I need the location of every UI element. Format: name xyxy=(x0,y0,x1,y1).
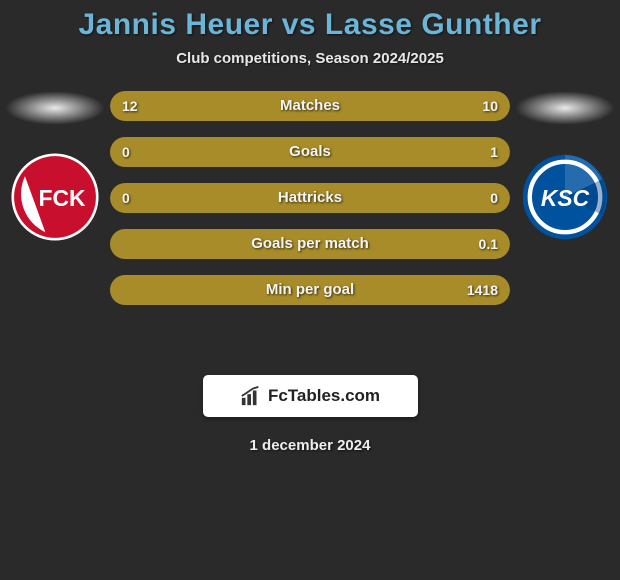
chart-icon xyxy=(240,385,262,407)
brand-text: FcTables.com xyxy=(268,386,380,406)
page-title: Jannis Heuer vs Lasse Gunther xyxy=(0,8,620,42)
comparison-chart: FCK 1. KSC 1210Matches 01Goals 00Hattricks… xyxy=(0,91,620,371)
svg-text:FCK: FCK xyxy=(39,185,86,211)
right-team-column: KSC xyxy=(510,91,620,246)
page-subtitle: Club competitions, Season 2024/2025 xyxy=(0,50,620,67)
stat-bars-container: 1210Matches 01Goals 00Hattricks 0.1Goals pe… xyxy=(110,91,510,321)
left-team-column: FCK 1. xyxy=(0,91,110,246)
stat-row: 1418Min per goal xyxy=(110,275,510,305)
stat-row: 01Goals xyxy=(110,137,510,167)
stat-label: Min per goal xyxy=(110,275,510,305)
stat-row: 1210Matches xyxy=(110,91,510,121)
glow-ellipse xyxy=(515,91,615,125)
date-label: 1 december 2024 xyxy=(0,437,620,454)
stat-row: 0.1Goals per match xyxy=(110,229,510,259)
right-team-crest-icon: KSC xyxy=(521,153,609,241)
header: Jannis Heuer vs Lasse Gunther Club compe… xyxy=(0,0,620,71)
stat-label: Goals per match xyxy=(110,229,510,259)
glow-ellipse xyxy=(5,91,105,125)
brand-badge: FcTables.com xyxy=(203,375,418,417)
left-team-crest-icon: FCK 1. xyxy=(11,153,99,241)
stat-row: 00Hattricks xyxy=(110,183,510,213)
left-crest-text: FCK xyxy=(39,185,86,211)
svg-text:KSC: KSC xyxy=(541,185,590,211)
stat-label: Goals xyxy=(110,137,510,167)
stat-label: Hattricks xyxy=(110,183,510,213)
right-crest-text: KSC xyxy=(541,185,590,211)
stat-label: Matches xyxy=(110,91,510,121)
